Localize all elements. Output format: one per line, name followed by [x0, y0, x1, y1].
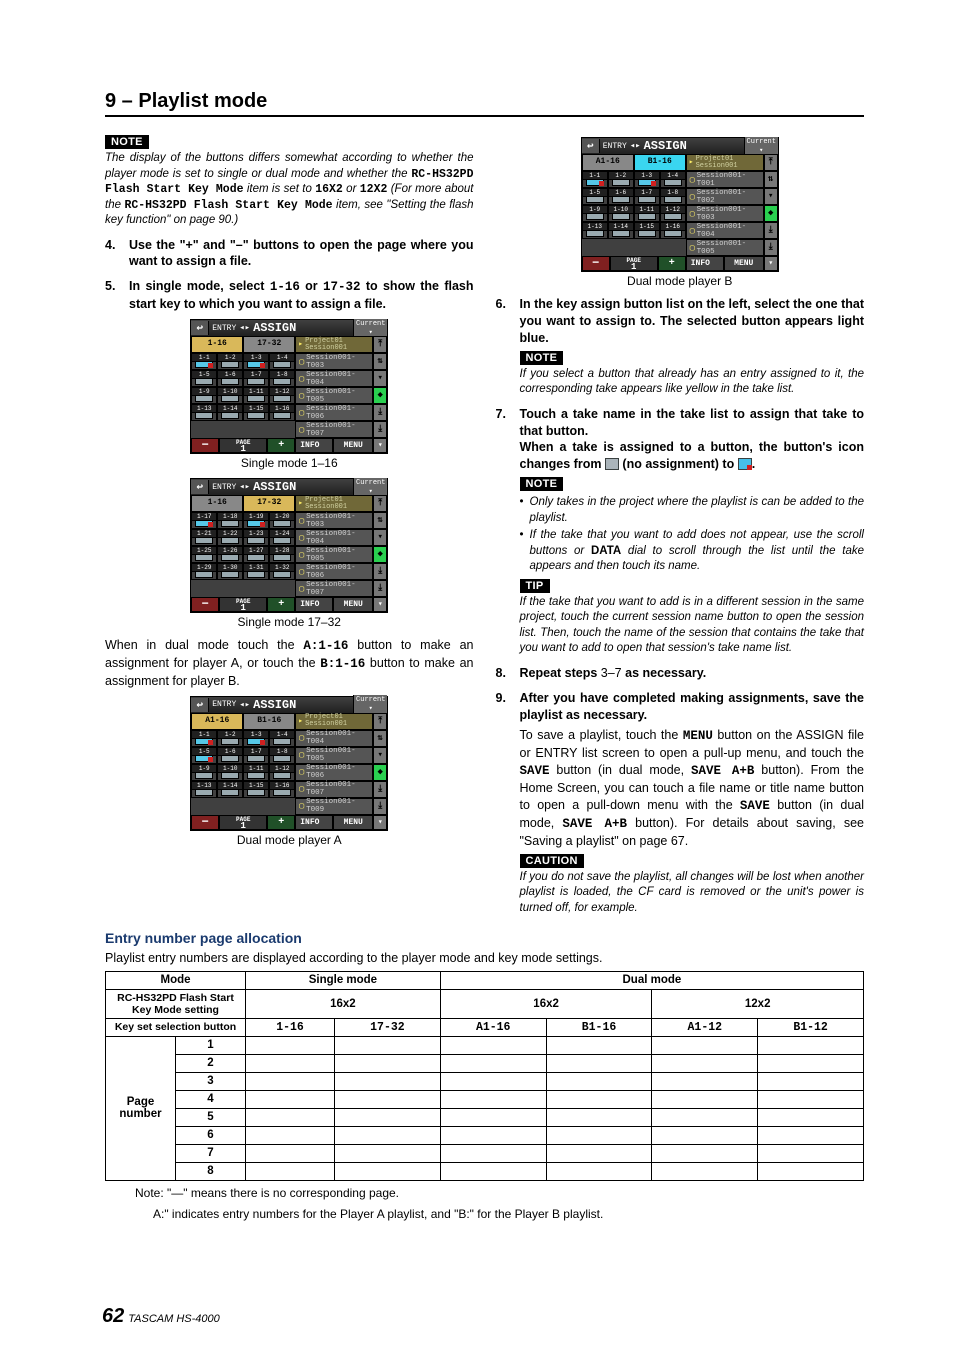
assign-screenshot: ↩ENTRY◂▸ASSIGNCurrent▾ A1-16B1-16 ▸Proje…	[581, 137, 779, 272]
note-badge-3: NOTE	[520, 477, 564, 491]
assign-screenshot: ↩ENTRY◂▸ASSIGNCurrent▾ A1-16B1-16 ▸Proje…	[190, 696, 388, 831]
assign-screenshot: ↩ENTRY◂▸ASSIGNCurrent▾ 1-1617-32 ▸Projec…	[190, 319, 388, 454]
caution-text: If you do not save the playlist, all cha…	[520, 870, 865, 917]
step-6: 6.In the key assign button list on the l…	[496, 296, 865, 347]
step-7: 7. Touch a take name in the take list to…	[496, 406, 865, 474]
icon-unassigned	[605, 458, 619, 470]
alloc-title: Entry number page allocation	[105, 930, 864, 946]
caption-single-17-32: Single mode 17–32	[105, 615, 474, 629]
step-9: 9. After you have completed making assig…	[496, 690, 865, 850]
table-note-1: Note: "—" means there is no correspondin…	[135, 1185, 864, 1202]
caption-single-1-16: Single mode 1–16	[105, 456, 474, 470]
step-8: 8.Repeat steps 3–7 as necessary.	[496, 665, 865, 682]
dual-mode-text: When in dual mode touch the A:1-16 butto…	[105, 637, 474, 690]
assign-screenshot: ↩ENTRY◂▸ASSIGNCurrent▾ 1-1617-32 ▸Projec…	[190, 478, 388, 613]
tip-text: If the take that you want to add is in a…	[520, 595, 865, 657]
caption-dual-b: Dual mode player B	[496, 274, 865, 288]
note-badge: NOTE	[105, 135, 149, 149]
alloc-table: Mode Single mode Dual mode RC-HS32PD Fla…	[105, 971, 864, 1181]
caption-dual-a: Dual mode player A	[105, 833, 474, 847]
caution-badge: CAUTION	[520, 854, 584, 868]
tip-badge: TIP	[520, 579, 550, 593]
alloc-intro: Playlist entry numbers are displayed acc…	[105, 950, 864, 967]
note-text-1: The display of the buttons differs somew…	[105, 151, 474, 229]
bullet-1: Only takes in the project where the play…	[520, 495, 865, 526]
page-footer: 62TASCAM HS-4000	[102, 1305, 220, 1328]
bullet-2: If the take that you want to add does no…	[520, 528, 865, 575]
step-4: 4.Use the "+" and "–" buttons to open th…	[105, 237, 474, 271]
note-text-2: If you select a button that already has …	[520, 367, 865, 398]
table-note-2: A:" indicates entry numbers for the Play…	[153, 1206, 864, 1223]
icon-assigned	[738, 458, 752, 470]
note-badge-2: NOTE	[520, 351, 564, 365]
section-title: 9 – Playlist mode	[105, 90, 864, 117]
step-5: 5.In single mode, select 1-16 or 17-32 t…	[105, 278, 474, 313]
